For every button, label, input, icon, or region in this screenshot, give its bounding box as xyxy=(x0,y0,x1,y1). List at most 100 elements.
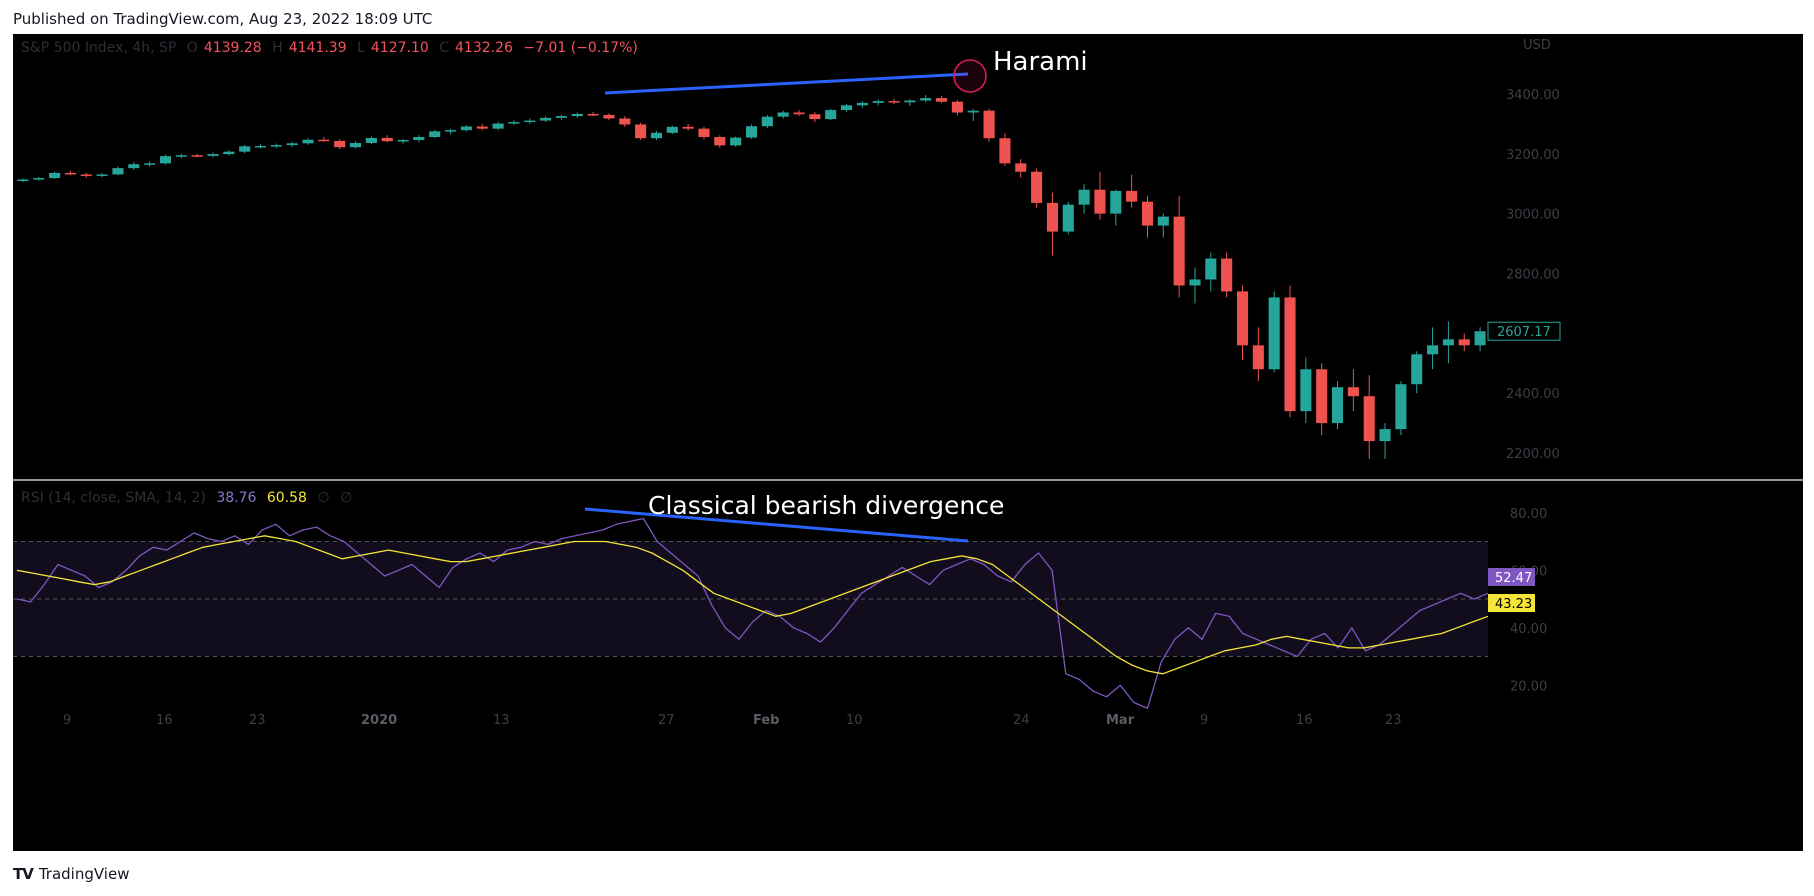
price-tick-label: 2800.00 xyxy=(1506,267,1560,282)
candle-body xyxy=(159,156,172,164)
candle-body xyxy=(698,128,710,138)
rsi-value: 38.76 xyxy=(216,490,257,506)
candle-body xyxy=(460,126,472,131)
candle-body xyxy=(951,101,963,113)
candle-body xyxy=(96,174,108,176)
candle-body xyxy=(476,126,488,129)
open-label: O xyxy=(186,40,198,56)
time-axis: 9 16 23 2020 13 27 Feb 10 24 Mar 9 16 23 xyxy=(63,713,1402,728)
candle-body xyxy=(191,155,203,157)
candle-body xyxy=(413,137,425,141)
candle-body xyxy=(825,110,837,120)
candle-body xyxy=(1379,429,1391,442)
time-tick-label: 24 xyxy=(1013,713,1030,728)
rsi-title: RSI (14, close, SMA, 14, 2) xyxy=(21,490,206,506)
candle-body xyxy=(936,98,948,102)
currency-label: USD xyxy=(1523,38,1551,53)
footer-brand[interactable]: TV TradingView xyxy=(13,865,129,883)
candle-body xyxy=(318,139,330,142)
tradingview-logo-icon: TV xyxy=(13,865,34,883)
low-label: L xyxy=(357,40,365,56)
time-tick-label: 23 xyxy=(249,713,266,728)
candle-body xyxy=(524,120,536,123)
candle-body xyxy=(1189,279,1201,286)
candle-body xyxy=(1173,216,1185,286)
candle-body xyxy=(175,155,187,157)
candle-body xyxy=(207,154,219,156)
change-value: −7.01 (−0.17%) xyxy=(523,40,638,56)
rsi-tick-label: 20.00 xyxy=(1510,679,1547,694)
candle-body xyxy=(714,137,726,146)
candle-body xyxy=(64,172,76,175)
rsi-ma-badge xyxy=(1488,594,1535,612)
price-pane: USD2200.002400.002600.002800.003000.0032… xyxy=(17,38,1561,462)
candle-body xyxy=(1427,345,1439,355)
candle-body xyxy=(144,163,156,165)
price-badge xyxy=(1487,321,1561,341)
candle-body xyxy=(1126,190,1138,202)
candle-body xyxy=(365,137,377,144)
candle-body xyxy=(1236,291,1249,346)
candle-body xyxy=(286,143,298,146)
footer-brand-label: TradingView xyxy=(38,865,130,883)
close-label: C xyxy=(439,40,450,56)
divergence-label: Classical bearish divergence xyxy=(648,491,1004,520)
candle-body xyxy=(80,174,92,176)
candle-body xyxy=(555,116,567,118)
candle-body xyxy=(1221,258,1233,292)
candle-body xyxy=(666,126,678,133)
candle-body xyxy=(381,137,393,142)
rsi-ma-badge-text: 43.23 xyxy=(1495,597,1532,612)
candle-body xyxy=(1395,384,1407,430)
rsi-legend: RSI (14, close, SMA, 14, 2) 38.76 60.58 … xyxy=(21,490,358,506)
candle-body xyxy=(128,164,140,169)
candle-body xyxy=(1046,202,1058,232)
candle-body xyxy=(492,123,504,129)
candle-body xyxy=(1094,189,1106,214)
candle-body xyxy=(635,124,647,139)
candle-body xyxy=(1300,369,1312,412)
candle-body xyxy=(1347,387,1359,397)
candle-body xyxy=(1031,171,1043,203)
time-tick-label: Mar xyxy=(1106,713,1135,728)
candle-body xyxy=(603,114,615,119)
time-tick-label: 27 xyxy=(658,713,675,728)
published-caption: Published on TradingView.com, Aug 23, 20… xyxy=(13,10,433,28)
high-value: 4141.39 xyxy=(288,40,347,56)
candle-body xyxy=(1268,297,1280,370)
candle-body xyxy=(254,146,267,148)
time-tick-label: 10 xyxy=(846,713,863,728)
candle-body xyxy=(429,131,441,138)
time-tick-label: 2020 xyxy=(361,713,397,728)
rsi-sma-value: 60.58 xyxy=(266,490,307,506)
low-value: 4127.10 xyxy=(370,40,429,56)
candle-body xyxy=(1474,331,1486,346)
candle-body xyxy=(1316,369,1328,424)
rsi-empty-symbol: ∅ xyxy=(317,490,330,506)
candle-body xyxy=(223,151,235,155)
candle-body xyxy=(650,132,663,139)
candle-body xyxy=(302,139,314,144)
candle-body xyxy=(270,145,282,147)
candle-body xyxy=(49,172,61,179)
candle-body xyxy=(397,140,409,142)
time-tick-label: 9 xyxy=(63,713,71,728)
time-tick-label: Feb xyxy=(753,713,779,728)
candle-body xyxy=(1015,163,1027,172)
candle-body xyxy=(872,101,884,103)
candle-body xyxy=(445,130,457,132)
chart-area[interactable]: USD2200.002400.002600.002800.003000.0032… xyxy=(13,34,1803,851)
rsi-badge-text: 52.47 xyxy=(1495,571,1532,586)
candle-body xyxy=(856,102,868,106)
candle-body xyxy=(1141,201,1154,226)
candle-body xyxy=(587,113,599,116)
rsi-tick-label: 40.00 xyxy=(1510,622,1547,637)
rsi-badge xyxy=(1488,568,1535,586)
candle-body xyxy=(619,118,631,125)
chart-canvas[interactable]: USD2200.002400.002600.002800.003000.0032… xyxy=(13,34,1803,851)
candle-body xyxy=(540,117,552,121)
price-badge-text: 2607.17 xyxy=(1497,325,1551,340)
candle-body xyxy=(1078,189,1090,205)
harami-label: Harami xyxy=(993,47,1088,77)
